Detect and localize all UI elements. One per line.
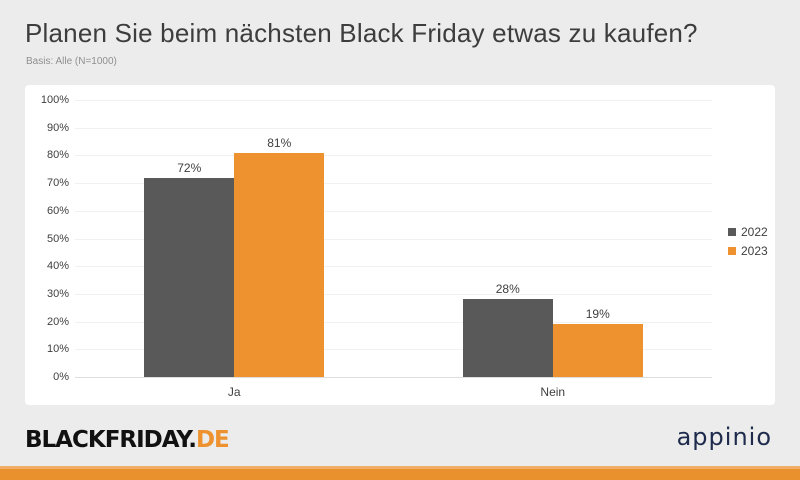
category-label-nein: Nein (540, 385, 566, 399)
y-tick-label-60: 60% (46, 204, 69, 217)
gridline-20 (75, 321, 712, 323)
gridline-80 (75, 155, 712, 157)
value-label-2023-ja: 81% (267, 135, 292, 150)
plot-area: 72% 81% Ja 28% 19% Nein (75, 100, 712, 399)
legend-item-2023: 2023 (728, 244, 768, 258)
sample-basis-note: Basis: Alle (N=1000) (26, 56, 117, 67)
legend-marker-2022 (728, 228, 736, 236)
y-tick-label-50: 50% (46, 232, 69, 245)
y-tick-label-100: 100% (40, 94, 69, 106)
gridline-100 (75, 100, 712, 101)
bar-2022-nein (462, 299, 553, 377)
legend-label-2022: 2022 (741, 225, 768, 239)
y-tick-label-20: 20% (46, 315, 69, 328)
blackfriday-de-logo: BLACKFRIDAY.DE (25, 427, 230, 453)
page-title: Planen Sie beim nächsten Black Friday et… (25, 18, 698, 48)
gridline-0 (75, 377, 712, 378)
bar-chart-panel: 72% 81% Ja 28% 19% Nein 0% 10% 20% 30% 40% 50% 60% 7… (25, 85, 775, 405)
y-tick-label-80: 80% (46, 149, 69, 162)
value-label-2023-nein: 19% (585, 307, 610, 322)
chart-legend: 2022 2023 (728, 225, 768, 263)
legend-item-2022: 2022 (728, 225, 768, 239)
blackfriday-logo-orange-text: DE (195, 427, 230, 453)
gridline-10 (75, 349, 712, 351)
gridline-30 (75, 293, 712, 295)
y-tick-label-0: 0% (53, 371, 69, 383)
footer-accent-bar (0, 466, 800, 480)
category-label-ja: Ja (227, 385, 241, 399)
value-label-2022-nein: 28% (495, 282, 520, 297)
legend-label-2023: 2023 (741, 244, 768, 258)
gridline-40 (75, 266, 712, 268)
y-tick-label-30: 30% (46, 287, 69, 300)
legend-marker-2023 (728, 247, 736, 255)
gridline-90 (75, 127, 712, 129)
bar-2022-ja (144, 177, 235, 377)
appinio-logo: appinio (676, 423, 772, 451)
y-tick-label-10: 10% (46, 343, 69, 356)
gridline-70 (75, 183, 712, 185)
gridline-50 (75, 238, 712, 240)
y-tick-label-90: 90% (46, 121, 69, 134)
gridline-60 (75, 210, 712, 212)
blackfriday-logo-black-text: BLACKFRIDAY. (25, 427, 197, 453)
y-tick-label-40: 40% (46, 260, 69, 273)
bar-2023-ja (234, 152, 325, 377)
bar-2023-nein (552, 324, 643, 377)
value-label-2022-ja: 72% (177, 160, 202, 175)
y-tick-label-70: 70% (46, 177, 69, 190)
